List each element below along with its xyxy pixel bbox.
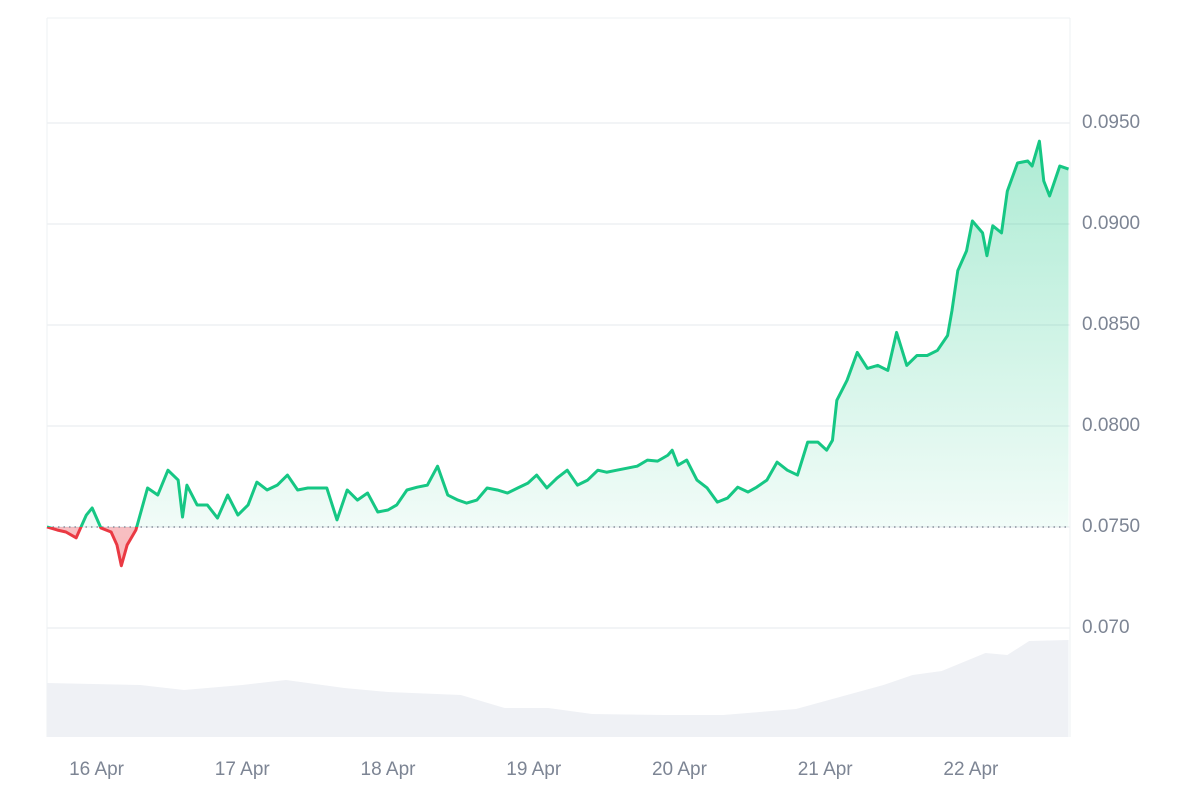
x-tick-label: 16 Apr	[69, 759, 125, 780]
y-tick-label: 0.0900	[1082, 213, 1140, 234]
y-tick-label: 0.0950	[1082, 112, 1140, 133]
y-tick-label: 0.070	[1082, 617, 1130, 638]
x-tick-label: 20 Apr	[652, 759, 708, 780]
price-line-up	[46, 139, 1070, 527]
x-tick-label: 22 Apr	[943, 759, 999, 780]
x-tick-label: 21 Apr	[798, 759, 854, 780]
area-up	[47, 141, 1069, 527]
y-tick-label: 0.0800	[1082, 415, 1140, 436]
x-tick-label: 19 Apr	[506, 759, 562, 780]
x-tick-label: 18 Apr	[361, 759, 417, 780]
y-tick-label: 0.0850	[1082, 314, 1140, 335]
y-tick-label: 0.0750	[1082, 516, 1140, 537]
x-tick-label: 17 Apr	[215, 759, 271, 780]
volume-area	[47, 640, 1069, 737]
